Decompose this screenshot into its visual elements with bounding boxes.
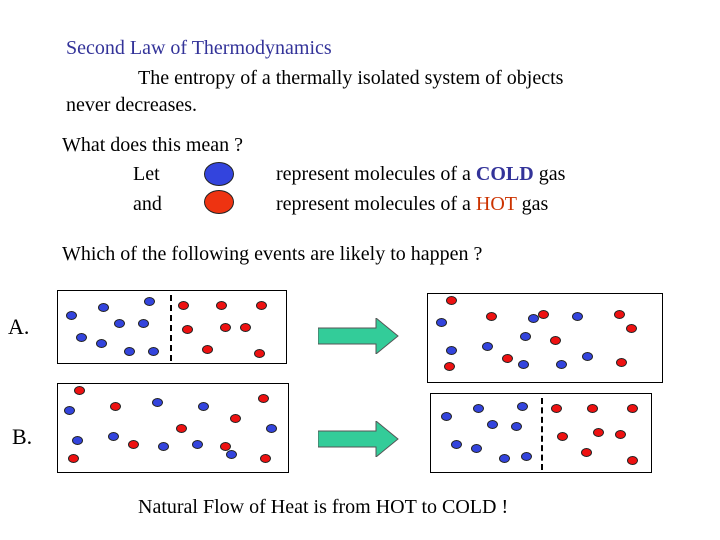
hot-molecule xyxy=(110,402,121,411)
cold-molecule xyxy=(517,402,528,411)
cold-molecule xyxy=(152,398,163,407)
cold-molecule-icon xyxy=(204,162,234,186)
cold-molecule xyxy=(98,303,109,312)
hot-molecule xyxy=(626,324,637,333)
cold-molecule xyxy=(556,360,567,369)
hot-molecule xyxy=(256,301,267,310)
statement-line-2: never decreases. xyxy=(66,94,198,116)
hot-molecule xyxy=(581,448,592,457)
cold-molecule xyxy=(482,342,493,351)
cold-molecule xyxy=(487,420,498,429)
cold-molecule xyxy=(108,432,119,441)
hot-molecule xyxy=(502,354,513,363)
hot-molecule xyxy=(240,323,251,332)
hot-molecule xyxy=(74,386,85,395)
box-b-after xyxy=(430,393,652,473)
cold-molecule xyxy=(521,452,532,461)
arrow-a-icon xyxy=(318,318,399,354)
cold-molecule xyxy=(582,352,593,361)
cold-molecule xyxy=(124,347,135,356)
hot-molecule xyxy=(128,440,139,449)
legend-hot-text: represent molecules of a HOT gas xyxy=(276,193,549,215)
hot-molecule xyxy=(614,310,625,319)
hot-molecule xyxy=(176,424,187,433)
statement-line-1: The entropy of a thermally isolated syst… xyxy=(138,67,564,89)
cold-molecule xyxy=(499,454,510,463)
cold-molecule xyxy=(148,347,159,356)
arrow-b-icon xyxy=(318,421,399,457)
hot-molecule xyxy=(593,428,604,437)
hot-molecule xyxy=(220,323,231,332)
slide-title: Second Law of Thermodynamics xyxy=(66,37,332,59)
cold-molecule xyxy=(226,450,237,459)
hot-molecule xyxy=(216,301,227,310)
cold-molecule xyxy=(471,444,482,453)
cold-molecule xyxy=(158,442,169,451)
hot-molecule xyxy=(260,454,271,463)
hot-molecule xyxy=(444,362,455,371)
partition-divider xyxy=(170,295,172,361)
cold-molecule xyxy=(518,360,529,369)
hot-molecule xyxy=(486,312,497,321)
cold-molecule xyxy=(528,314,539,323)
cold-molecule xyxy=(192,440,203,449)
box-b-before xyxy=(57,383,289,473)
hot-molecule xyxy=(627,456,638,465)
legend-let: Let xyxy=(133,163,160,185)
cold-molecule xyxy=(138,319,149,328)
cold-molecule xyxy=(144,297,155,306)
box-a-after xyxy=(427,293,663,383)
cold-molecule xyxy=(436,318,447,327)
hot-molecule xyxy=(230,414,241,423)
cold-molecule xyxy=(114,319,125,328)
option-a-label: A. xyxy=(8,314,30,339)
legend-and: and xyxy=(133,193,162,215)
cold-molecule xyxy=(520,332,531,341)
hot-molecule xyxy=(550,336,561,345)
cold-molecule xyxy=(72,436,83,445)
hot-molecule xyxy=(557,432,568,441)
hot-molecule xyxy=(551,404,562,413)
cold-molecule xyxy=(446,346,457,355)
cold-molecule xyxy=(76,333,87,342)
cold-molecule xyxy=(266,424,277,433)
partition-divider xyxy=(541,398,543,470)
hot-molecule xyxy=(254,349,265,358)
cold-molecule xyxy=(96,339,107,348)
hot-molecule xyxy=(616,358,627,367)
hot-molecule xyxy=(202,345,213,354)
hot-molecule xyxy=(615,430,626,439)
box-a-before xyxy=(57,290,287,364)
hot-molecule-icon xyxy=(204,190,234,214)
legend-cold-text: represent molecules of a COLD gas xyxy=(276,163,566,185)
hot-molecule xyxy=(68,454,79,463)
cold-molecule xyxy=(473,404,484,413)
hot-molecule xyxy=(446,296,457,305)
cold-molecule xyxy=(451,440,462,449)
question-text: What does this mean ? xyxy=(62,134,244,156)
cold-molecule xyxy=(441,412,452,421)
cold-molecule xyxy=(66,311,77,320)
events-question: Which of the following events are likely… xyxy=(62,243,483,265)
cold-molecule xyxy=(511,422,522,431)
hot-molecule xyxy=(178,301,189,310)
hot-molecule xyxy=(182,325,193,334)
hot-molecule xyxy=(627,404,638,413)
cold-molecule xyxy=(572,312,583,321)
cold-molecule xyxy=(198,402,209,411)
hot-molecule xyxy=(220,442,231,451)
conclusion-text: Natural Flow of Heat is from HOT to COLD… xyxy=(138,496,509,518)
hot-molecule xyxy=(538,310,549,319)
cold-molecule xyxy=(64,406,75,415)
option-b-label: B. xyxy=(12,424,33,449)
hot-molecule xyxy=(587,404,598,413)
hot-molecule xyxy=(258,394,269,403)
